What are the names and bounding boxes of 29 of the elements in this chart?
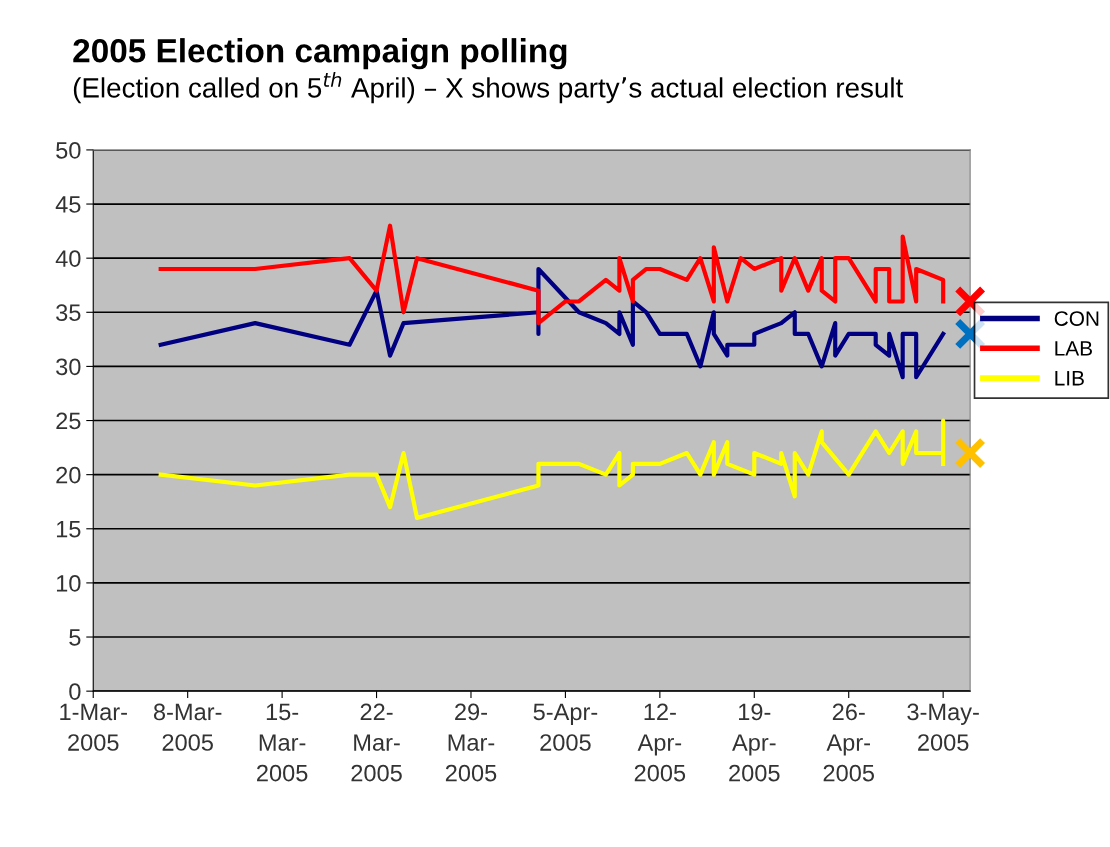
chart-title: 2005 Election campaign polling xyxy=(73,38,567,70)
y-tick-label: 45 xyxy=(55,196,81,213)
y-tick-label: 5 xyxy=(69,629,81,646)
x-tick-label: 8-Mar- 2005 xyxy=(153,703,222,751)
line-series xyxy=(158,418,946,521)
x-tick-label: 3-May- 2005 xyxy=(907,703,979,751)
y-tick-label: 50 xyxy=(56,141,81,159)
legend-label: CON xyxy=(1054,311,1099,326)
y-tick-label: 15 xyxy=(56,521,81,538)
y-tick-label: 40 xyxy=(55,250,81,267)
y-tick-label: 0 xyxy=(69,683,81,700)
x-tick-label: 1-Mar- 2005 xyxy=(60,703,127,751)
x-tick-label: 19- Apr- 2005 xyxy=(729,703,780,782)
x-tick-label: 12- Apr- 2005 xyxy=(634,703,686,782)
x-tick-label: 15- Mar- 2005 xyxy=(257,703,308,782)
y-tick-label: 30 xyxy=(56,358,81,376)
x-tick-label: 26- Apr- 2005 xyxy=(823,703,874,782)
chart-subtitle: (Election called on 5$^{th}$ April) – X shows party’s actual election result xyxy=(73,71,904,104)
y-tick-label: 20 xyxy=(56,466,81,484)
x-tick-label: 22- Mar- 2005 xyxy=(351,703,402,782)
y-tick-label: 35 xyxy=(56,304,81,322)
line-series xyxy=(158,266,946,380)
y-tick-label: 25 xyxy=(56,412,81,430)
y-tick-label: 10 xyxy=(56,574,81,592)
x-tick-label: 5-Apr- 2005 xyxy=(533,703,598,751)
legend-label: LIB xyxy=(1055,371,1084,386)
line-series xyxy=(158,223,946,326)
legend-label: LAB xyxy=(1055,341,1092,356)
x-tick-label: 29- Mar- 2005 xyxy=(445,703,497,782)
